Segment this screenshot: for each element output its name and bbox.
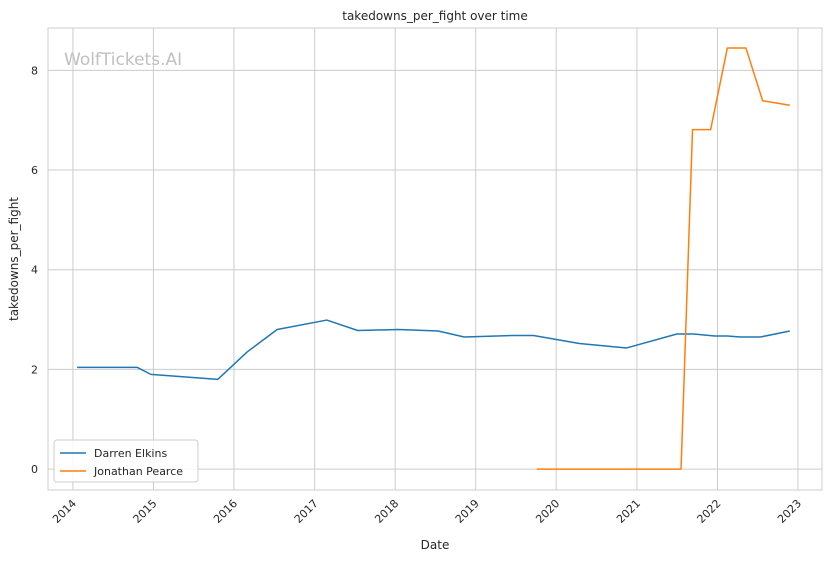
legend-box: [53, 439, 199, 483]
series-line-darren-elkins: [77, 319, 790, 381]
grid: [48, 28, 822, 490]
series-line-jonathan-pearce: [536, 47, 790, 470]
x-axis-label: Date: [421, 538, 450, 552]
y-tick-label: 6: [31, 164, 38, 177]
y-tick-label: 0: [31, 463, 38, 476]
plot-frame: [47, 27, 823, 491]
y-tick-label: 4: [31, 264, 38, 277]
legend-entry: Darren Elkins: [94, 447, 167, 460]
series-layer: [77, 47, 790, 470]
watermark: WolfTickets.AI: [64, 50, 182, 70]
y-tick-label: 8: [31, 64, 38, 77]
chart-title: takedowns_per_fight over time: [342, 9, 528, 23]
legend-entry: Jonathan Pearce: [93, 465, 183, 478]
legend: Darren Elkins Jonathan Pearce: [53, 439, 199, 483]
y-axis-label: takedowns_per_fight: [7, 197, 21, 321]
y-tick-label: 2: [31, 363, 38, 376]
